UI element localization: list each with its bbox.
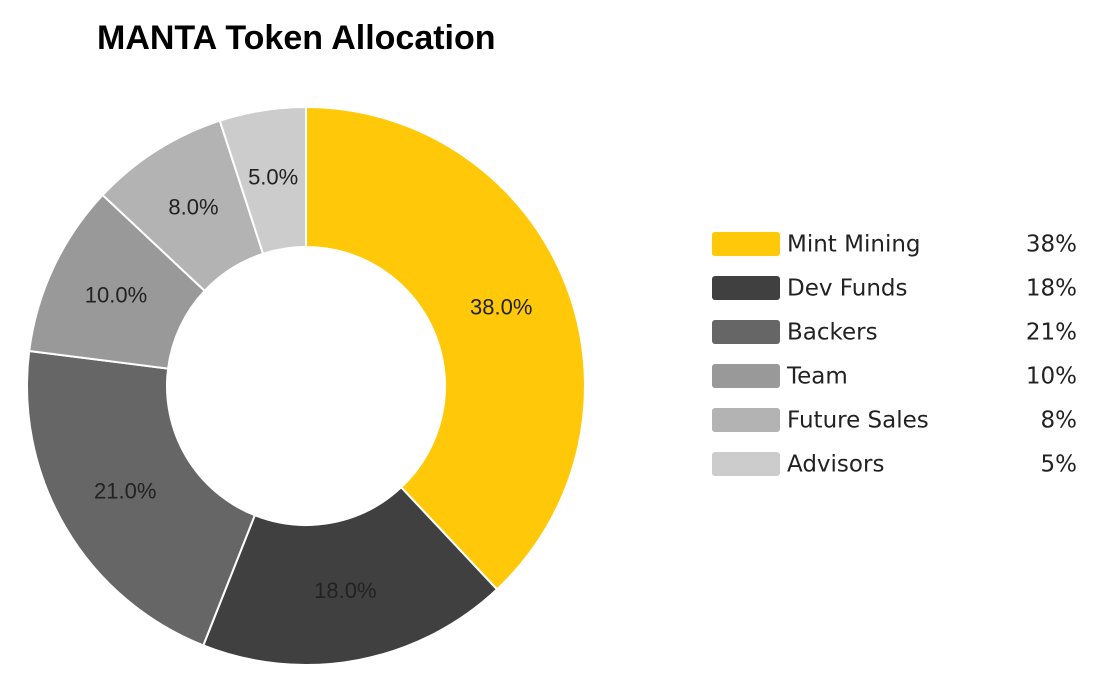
slice xyxy=(305,105,586,591)
slice-label: 21.0% xyxy=(94,479,156,504)
slice-label: 38.0% xyxy=(470,295,532,320)
slice xyxy=(26,349,257,647)
slice xyxy=(218,105,307,256)
legend-swatch xyxy=(712,408,780,432)
legend-swatch xyxy=(712,364,780,388)
legend-value: 18% xyxy=(1026,276,1077,302)
legend-value: 5% xyxy=(1041,452,1078,478)
legend-label: Team xyxy=(786,364,848,390)
legend-value: 8% xyxy=(1041,408,1078,434)
legend-swatch xyxy=(712,452,780,476)
legend-label: Advisors xyxy=(787,452,884,478)
slice xyxy=(201,485,499,666)
slice-label: 18.0% xyxy=(314,578,376,603)
legend-value: 21% xyxy=(1026,320,1077,346)
legend-label: Future Sales xyxy=(787,408,929,434)
slice-label: 10.0% xyxy=(85,282,147,307)
legend-value: 10% xyxy=(1026,364,1077,390)
slice-label: 8.0% xyxy=(168,195,218,220)
slice-label: 5.0% xyxy=(248,164,298,189)
legend-label: Mint Mining xyxy=(787,232,921,258)
legend-swatch xyxy=(712,320,780,344)
chart-title: MANTA Token Allocation xyxy=(97,19,496,57)
legend-value: 38% xyxy=(1026,232,1077,258)
legend-label: Dev Funds xyxy=(787,276,908,302)
legend-swatch xyxy=(712,276,780,300)
legend-label: Backers xyxy=(787,320,878,346)
legend-swatch xyxy=(712,232,780,256)
